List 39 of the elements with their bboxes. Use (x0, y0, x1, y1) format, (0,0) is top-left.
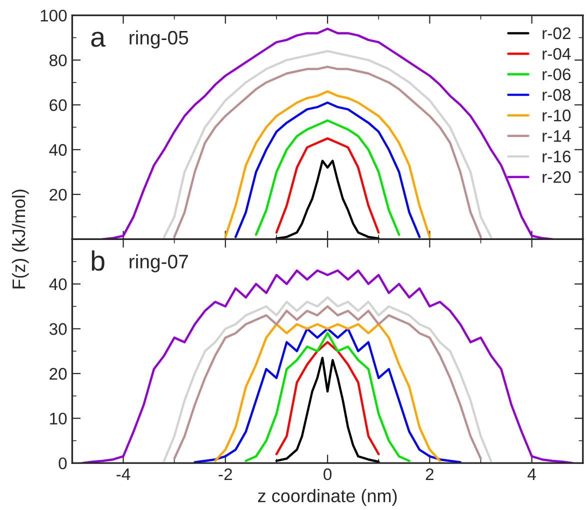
line-series (234, 102, 421, 238)
annotation: b (92, 250, 104, 271)
x-tick-label: -2 (218, 468, 232, 480)
x-tick-label: 2 (426, 468, 434, 480)
line-series (275, 137, 380, 234)
annotation: ring-07 (130, 254, 188, 272)
legend-label: r-08 (542, 89, 571, 101)
x-tick-label: 0 (324, 468, 332, 480)
legend-label: r-04 (542, 48, 571, 60)
legend-label: r-02 (542, 27, 570, 40)
line-series (254, 119, 400, 236)
annotation: ring-05 (130, 30, 188, 48)
y-tick-label: 100 (40, 10, 67, 22)
legend-label: r-16 (542, 150, 570, 162)
y-tick-label: 80 (50, 54, 67, 66)
line-series (244, 332, 410, 462)
y-axis-title: F(z) (kJ/mol) (12, 190, 29, 288)
annotation: a (91, 32, 106, 47)
y-tick-label: 10 (50, 412, 67, 425)
y-tick-label: 40 (49, 144, 67, 156)
legend-label: r-14 (542, 130, 571, 142)
y-tick-label: 40 (49, 278, 67, 290)
legend-label: r-10 (542, 110, 571, 122)
y-tick-label: 0 (58, 457, 67, 470)
x-axis-title: z coordinate (nm) (258, 489, 397, 506)
legend-label: r-20 (542, 171, 571, 183)
y-tick-label: 60 (50, 99, 67, 112)
x-tick-label: -4 (116, 468, 130, 480)
x-tick-label: 4 (528, 468, 536, 480)
y-tick-label: 20 (50, 368, 67, 380)
line-series (275, 356, 380, 463)
line-series (275, 160, 380, 240)
y-tick-label: 30 (49, 323, 67, 335)
line-series (224, 90, 431, 238)
y-tick-label: 20 (50, 188, 67, 201)
legend-label: r-06 (542, 68, 570, 80)
line-series (214, 323, 442, 462)
line-series (275, 341, 380, 456)
line-series (194, 328, 462, 464)
